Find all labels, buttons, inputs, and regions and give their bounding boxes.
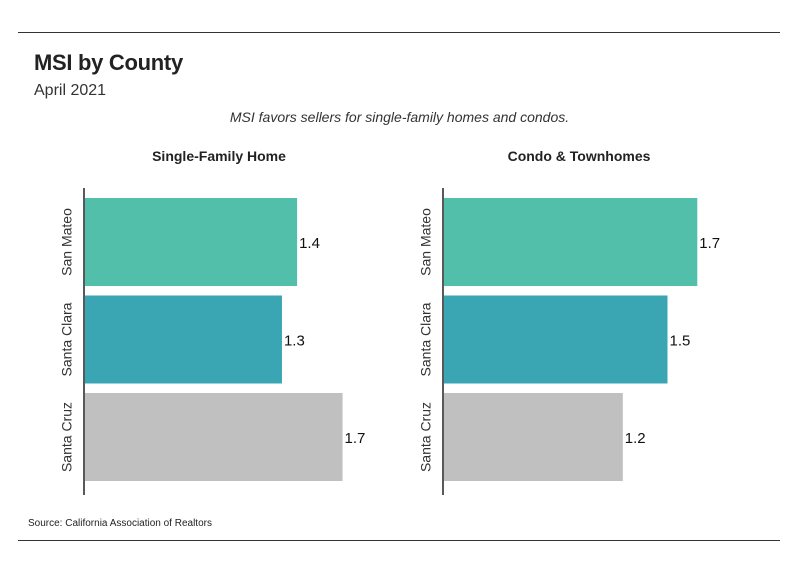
data-label-condo-townhomes-santa-cruz: 1.2 (625, 430, 646, 447)
category-label-condo-townhomes-santa-cruz: Santa Cruz (418, 402, 434, 472)
top-rule (18, 32, 780, 33)
category-label-single-family-home-san-mateo: San Mateo (59, 208, 75, 276)
panel-title-condo: Condo & Townhomes (507, 148, 651, 164)
bar-condo-townhomes-santa-cruz (444, 393, 623, 481)
chart-title: MSI by County (34, 50, 183, 75)
bar-condo-townhomes-santa-clara (444, 295, 668, 384)
chart-caption: MSI favors sellers for single-family hom… (0, 109, 799, 125)
source-note: Source: California Association of Realto… (28, 518, 212, 529)
bottom-rule (18, 540, 780, 541)
data-label-single-family-home-santa-clara: 1.3 (284, 333, 305, 350)
chart-subtitle: April 2021 (34, 82, 107, 99)
bar-condo-townhomes-san-mateo (444, 198, 698, 286)
bar-single-family-home-santa-clara (85, 295, 282, 384)
panel-title-single-family: Single-Family Home (152, 148, 286, 164)
data-label-single-family-home-santa-cruz: 1.7 (345, 430, 366, 447)
bar-single-family-home-san-mateo (85, 198, 298, 286)
data-label-condo-townhomes-san-mateo: 1.7 (699, 235, 720, 252)
category-label-single-family-home-santa-clara: Santa Clara (59, 302, 75, 376)
bar-single-family-home-santa-cruz (85, 393, 343, 481)
data-label-single-family-home-san-mateo: 1.4 (299, 235, 320, 252)
data-label-condo-townhomes-santa-clara: 1.5 (670, 333, 691, 350)
category-label-condo-townhomes-san-mateo: San Mateo (418, 208, 434, 276)
category-label-single-family-home-santa-cruz: Santa Cruz (59, 402, 75, 472)
category-label-condo-townhomes-santa-clara: Santa Clara (418, 302, 434, 376)
caption-text: MSI favors sellers for single-family hom… (229, 109, 570, 125)
